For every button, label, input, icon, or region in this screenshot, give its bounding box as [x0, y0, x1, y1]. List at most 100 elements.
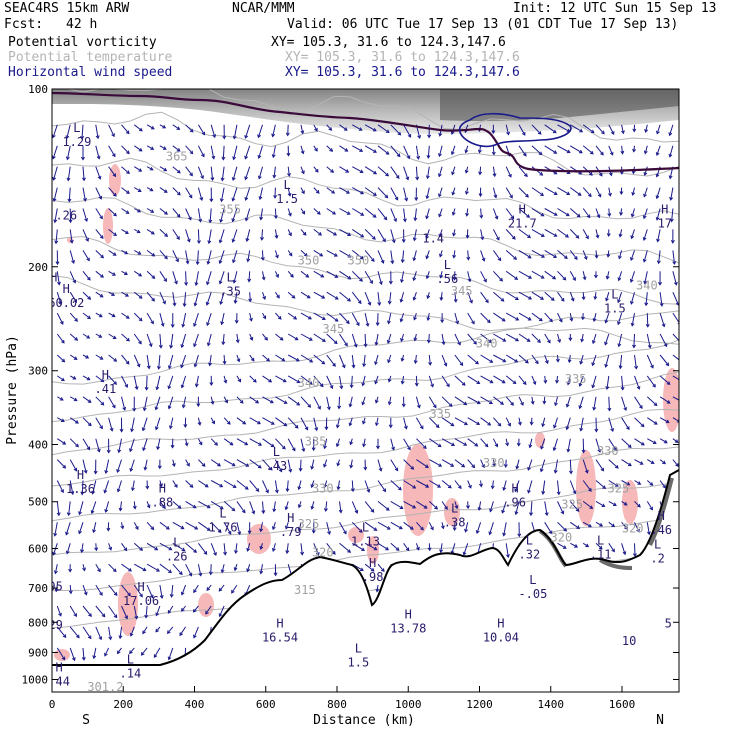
wind-arrow: [121, 333, 130, 342]
wind-arrow: [581, 333, 584, 342]
wind-arrow: [287, 229, 292, 236]
wind-arrow: [592, 375, 597, 388]
wind-arrowhead: [296, 379, 301, 384]
wind-arrowhead: [86, 446, 90, 451]
wind-arrow: [557, 354, 559, 362]
wind-arrow: [104, 647, 110, 657]
wind-arrowhead: [598, 545, 603, 550]
wind-arrow: [569, 313, 573, 321]
theta-label: 320: [622, 522, 644, 536]
wind-arrow: [364, 480, 370, 493]
wind-arrow: [595, 229, 599, 238]
wind-arrowhead: [167, 405, 172, 410]
wind-arrow: [518, 124, 526, 136]
wind-arrowhead: [466, 256, 471, 261]
wind-arrow: [275, 396, 288, 404]
wind-arrow: [185, 271, 187, 286]
wind-arrowhead: [631, 170, 636, 175]
wind-arrowhead: [271, 133, 276, 138]
wind-arrow: [57, 396, 64, 401]
extremum-kind: H: [661, 202, 668, 216]
wind-arrow: [325, 501, 328, 512]
wind-arrow: [134, 145, 143, 152]
wind-arrowhead: [618, 255, 622, 260]
wind-arrow: [339, 375, 343, 389]
wind-arrow: [505, 166, 512, 178]
wind-arrowhead: [160, 322, 165, 327]
wind-arrow: [108, 124, 115, 137]
wind-arrowhead: [218, 280, 223, 285]
x-end-label-south: S: [82, 713, 90, 728]
wind-arrow: [208, 229, 212, 244]
wind-arrow: [82, 584, 87, 595]
wind-arrowhead: [84, 218, 88, 223]
wind-arrowhead: [412, 277, 417, 282]
wind-arrowhead: [213, 552, 217, 556]
wind-arrowhead: [538, 151, 543, 156]
wind-arrow: [121, 166, 130, 174]
wind-arrow: [416, 521, 424, 531]
wind-arrow: [287, 396, 300, 406]
wind-arrow: [300, 333, 313, 341]
wind-arrowhead: [197, 421, 202, 426]
theta-label: 340: [298, 376, 320, 390]
wind-arrowhead: [258, 442, 263, 446]
wind-arrow: [82, 229, 89, 242]
wind-arrowhead: [96, 448, 101, 453]
wind-arrowhead: [87, 315, 91, 320]
wind-arrow: [108, 229, 117, 236]
wind-arrowhead: [435, 424, 440, 429]
wind-arrow: [403, 438, 411, 450]
wind-arrow: [221, 312, 225, 325]
wind-arrow: [582, 208, 591, 218]
wind-arrowhead: [164, 233, 168, 237]
wind-arrowhead: [218, 239, 223, 244]
wind-arrowhead: [579, 128, 584, 133]
wind-arrow: [505, 250, 517, 260]
wind-arrowhead: [92, 529, 96, 534]
wind-arrow: [197, 145, 205, 157]
wind-arrowhead: [177, 505, 182, 509]
wind-arrowhead: [468, 484, 472, 489]
wind-arrowhead: [405, 176, 410, 181]
extremum-value: .26: [166, 550, 188, 564]
wind-arrowhead: [323, 445, 327, 450]
wind-arrowhead: [489, 400, 493, 404]
wind-arrowhead: [188, 216, 192, 221]
wind-arrowhead: [528, 275, 533, 279]
wind-arrowhead: [502, 358, 507, 363]
wind-arrowhead: [100, 401, 105, 406]
wind-arrowhead: [108, 546, 113, 551]
wind-arrow: [194, 354, 199, 367]
wind-arrowhead: [367, 301, 372, 306]
wind-arrowhead: [527, 234, 531, 239]
wind-arrowhead: [439, 297, 444, 301]
wind-arrowhead: [527, 317, 532, 321]
wind-arrowhead: [104, 470, 109, 475]
wind-arrow: [172, 292, 176, 306]
wind-arrow: [311, 459, 315, 470]
wind-arrow: [374, 375, 379, 384]
wind-arrow: [56, 605, 62, 616]
wind-arrowhead: [186, 238, 191, 243]
wind-arrow: [274, 250, 279, 258]
wind-arrow: [441, 438, 455, 446]
wind-arrow: [364, 542, 377, 551]
wind-arrowhead: [610, 131, 615, 135]
wind-arrowhead: [273, 215, 278, 220]
wind-arrow: [159, 312, 164, 327]
extremum-value: 21.7: [508, 216, 537, 230]
wind-arrowhead: [413, 337, 418, 342]
wind-arrowhead: [605, 275, 610, 280]
wind-arrowhead: [580, 338, 585, 343]
wind-arrow: [608, 543, 615, 552]
wind-arrowhead: [425, 275, 430, 280]
wind-arrowhead: [113, 232, 117, 236]
wind-arrow: [197, 208, 201, 222]
wind-arrow: [593, 312, 597, 322]
wind-arrowhead: [478, 171, 483, 176]
wind-arrowhead: [374, 361, 378, 366]
wind-arrowhead: [614, 483, 619, 487]
wind-arrowhead: [156, 568, 160, 572]
wind-arrow: [390, 124, 401, 136]
